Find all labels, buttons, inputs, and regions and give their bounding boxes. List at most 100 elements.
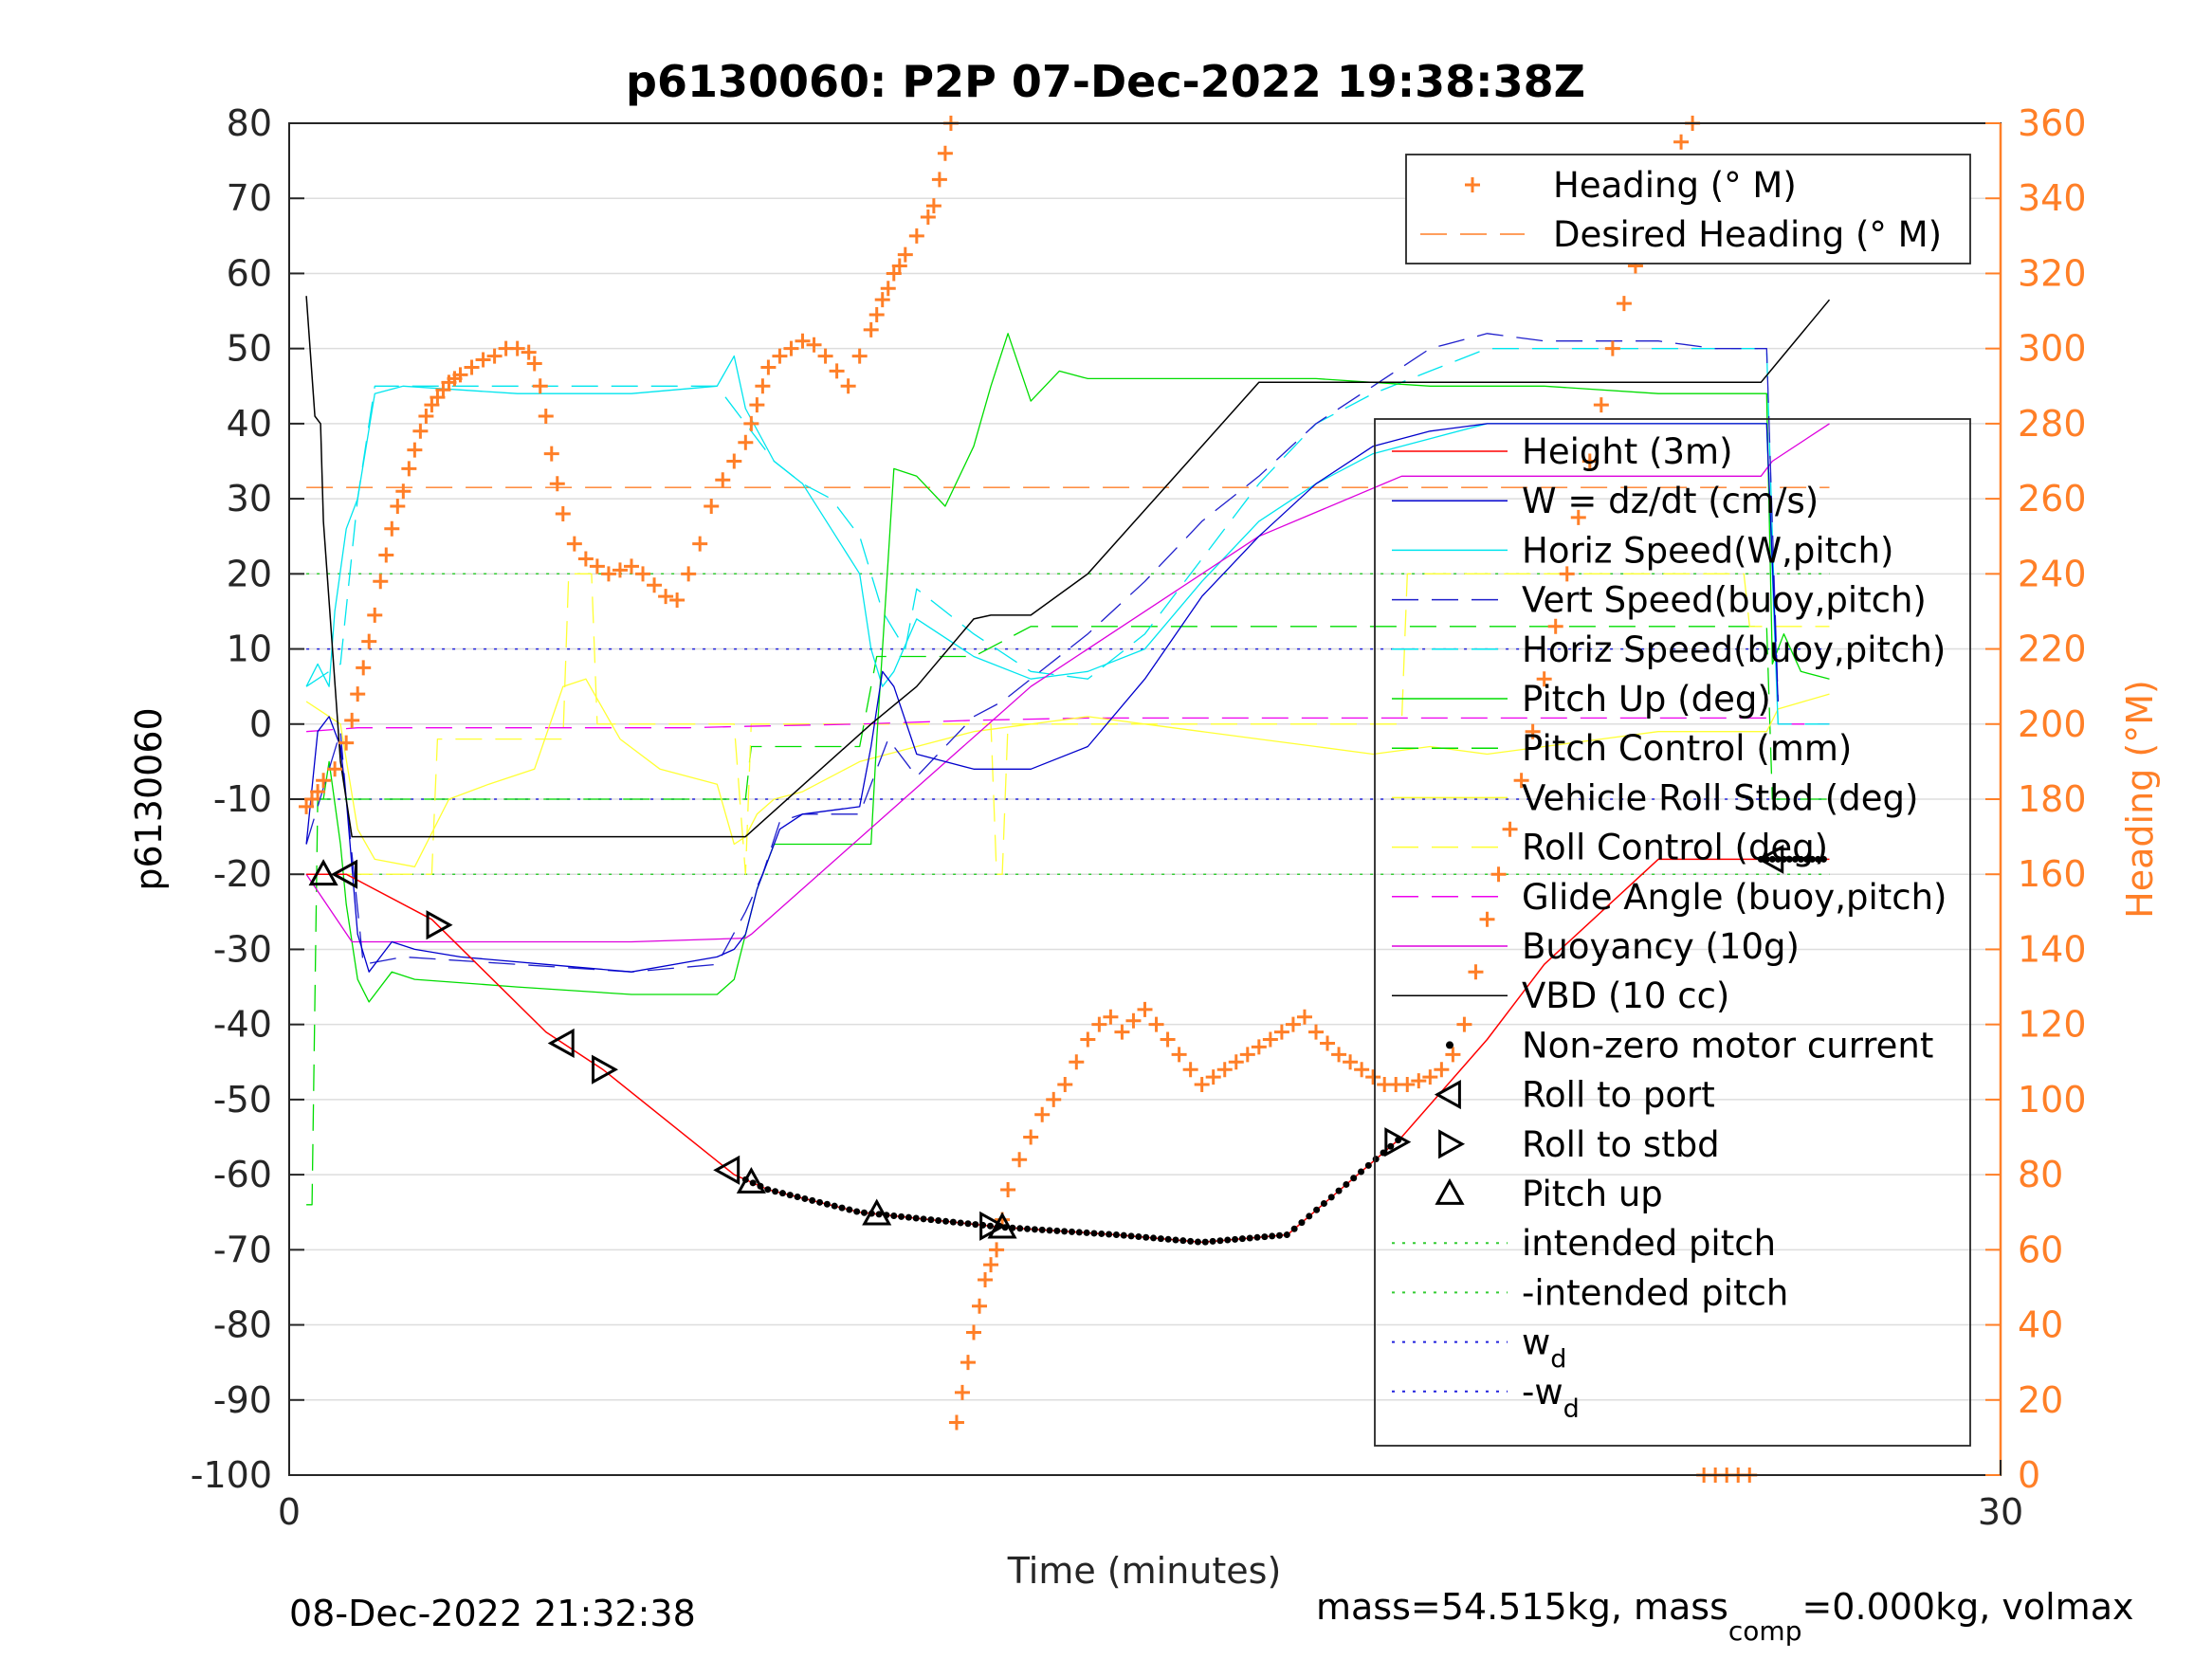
heading-point <box>880 281 896 297</box>
heading-point <box>1570 509 1586 525</box>
motor-current-point <box>1253 1233 1261 1241</box>
y2-tick-label: 200 <box>2018 703 2087 745</box>
motor-current-point <box>1313 1206 1321 1213</box>
legend-main-text: -w <box>1522 1372 1563 1413</box>
series-layer <box>305 296 1831 1244</box>
motor-current-point <box>1797 855 1804 863</box>
y-tick-label: -40 <box>213 1004 272 1046</box>
legend-main-text: W = dz/dt (cm/s) <box>1522 481 1819 521</box>
heading-point <box>704 499 720 515</box>
heading-point <box>1547 618 1563 634</box>
motor-current-point <box>1201 1238 1209 1246</box>
heading-point <box>1365 1069 1381 1085</box>
heading-point <box>577 551 594 567</box>
heading-point <box>344 712 360 728</box>
roll-pitch-markers <box>308 844 1784 1241</box>
heading-point <box>612 562 628 578</box>
heading-point <box>647 577 663 593</box>
heading-point <box>983 1257 999 1273</box>
heading-point <box>681 566 697 582</box>
heading-point <box>1285 1016 1301 1032</box>
marker-tri-left <box>331 859 358 889</box>
x-axis-label: Time (minutes) <box>1007 1550 1282 1592</box>
heading-point <box>486 348 503 364</box>
motor-current-point <box>1335 1187 1343 1194</box>
heading-point <box>452 367 468 383</box>
motor-current-point <box>1075 1229 1083 1236</box>
motor-current-point <box>816 1198 824 1206</box>
motor-current-point <box>1068 1228 1075 1235</box>
y2-tick-label: 180 <box>2018 778 2087 820</box>
heading-point <box>1091 1016 1107 1032</box>
heading-points <box>299 116 1758 1483</box>
heading-point <box>960 1355 976 1371</box>
motor-current-point <box>1224 1236 1232 1244</box>
motor-current-point <box>1364 1161 1372 1169</box>
y-tick-label: 50 <box>227 328 272 370</box>
y-tick-label: -100 <box>191 1454 272 1496</box>
motor-current-point <box>875 1211 883 1218</box>
legend-main-text: -intended pitch <box>1522 1272 1788 1313</box>
y-axis-label: p6130060 <box>128 707 170 890</box>
y2-tick-label: 0 <box>2018 1454 2040 1496</box>
motor-current-point <box>1038 1226 1046 1233</box>
legend-main-label: Vehicle Roll Stbd (deg) <box>1522 777 1918 818</box>
heading-point <box>1479 911 1495 927</box>
legend-main-sub: d <box>1563 1395 1580 1424</box>
y-tick-label: 20 <box>227 553 272 594</box>
motor-current-point <box>1261 1233 1269 1241</box>
heading-point <box>1216 1062 1233 1078</box>
motor-current-point <box>1120 1231 1127 1239</box>
legend-main-text: Pitch Up (deg) <box>1522 679 1771 720</box>
marker-tri-left <box>713 1155 740 1185</box>
heading-point <box>1308 1024 1324 1040</box>
heading-point <box>738 434 754 450</box>
series-pitch-control <box>306 626 1830 1206</box>
marker-tri-right <box>592 1054 619 1085</box>
y-tick-label: -10 <box>213 778 272 820</box>
heading-point <box>1434 1062 1450 1078</box>
motor-current-point <box>1819 855 1827 863</box>
motor-current-point <box>1814 855 1821 863</box>
heading-point <box>1114 1024 1130 1040</box>
heading-point <box>989 1242 1005 1258</box>
heading-point <box>407 442 423 458</box>
motor-current-point <box>1031 1226 1038 1233</box>
motor-current-point <box>1768 855 1776 863</box>
legend-swatch <box>1435 1177 1465 1205</box>
legend-main-text: Horiz Speed(buoy,pitch) <box>1522 629 1946 670</box>
motor-current-point <box>890 1212 898 1220</box>
motor-current-point <box>949 1218 957 1226</box>
legend-main-text: Height (3m) <box>1522 431 1733 472</box>
legend-main-label: Roll to stbd <box>1522 1124 1720 1165</box>
heading-point <box>1490 866 1507 883</box>
heading-point <box>743 415 759 431</box>
motor-current-point <box>898 1212 905 1220</box>
y2-tick-label: 40 <box>2018 1304 2063 1346</box>
legend-main-text: Non-zero motor current <box>1522 1025 1933 1066</box>
heading-point <box>538 408 554 424</box>
heading-point <box>401 461 417 477</box>
y2-tick-label: 120 <box>2018 1004 2087 1046</box>
heading-point <box>1194 1077 1210 1093</box>
motor-current-point <box>772 1188 779 1195</box>
heading-point <box>1536 671 1552 687</box>
heading-point <box>1205 1069 1221 1085</box>
motor-current-point <box>1172 1236 1179 1244</box>
motor-current-point <box>1327 1194 1335 1201</box>
heading-point <box>891 258 907 274</box>
motor-current-point <box>1135 1233 1143 1241</box>
heading-point <box>1012 1152 1028 1168</box>
motor-current-point <box>749 1179 757 1187</box>
heading-point <box>806 337 822 353</box>
y-tick-label: -80 <box>213 1304 272 1346</box>
heading-point <box>635 566 651 582</box>
heading-point <box>755 378 771 394</box>
footer-mass: mass=54.515kg, masscomp=0.000kg, volmax <box>1316 1586 2133 1647</box>
legend-main-sub: d <box>1550 1345 1566 1375</box>
legend-main-label: Non-zero motor current <box>1522 1025 1933 1066</box>
heading-point <box>395 483 411 500</box>
heading-point <box>954 1384 970 1400</box>
heading-point <box>464 359 480 375</box>
